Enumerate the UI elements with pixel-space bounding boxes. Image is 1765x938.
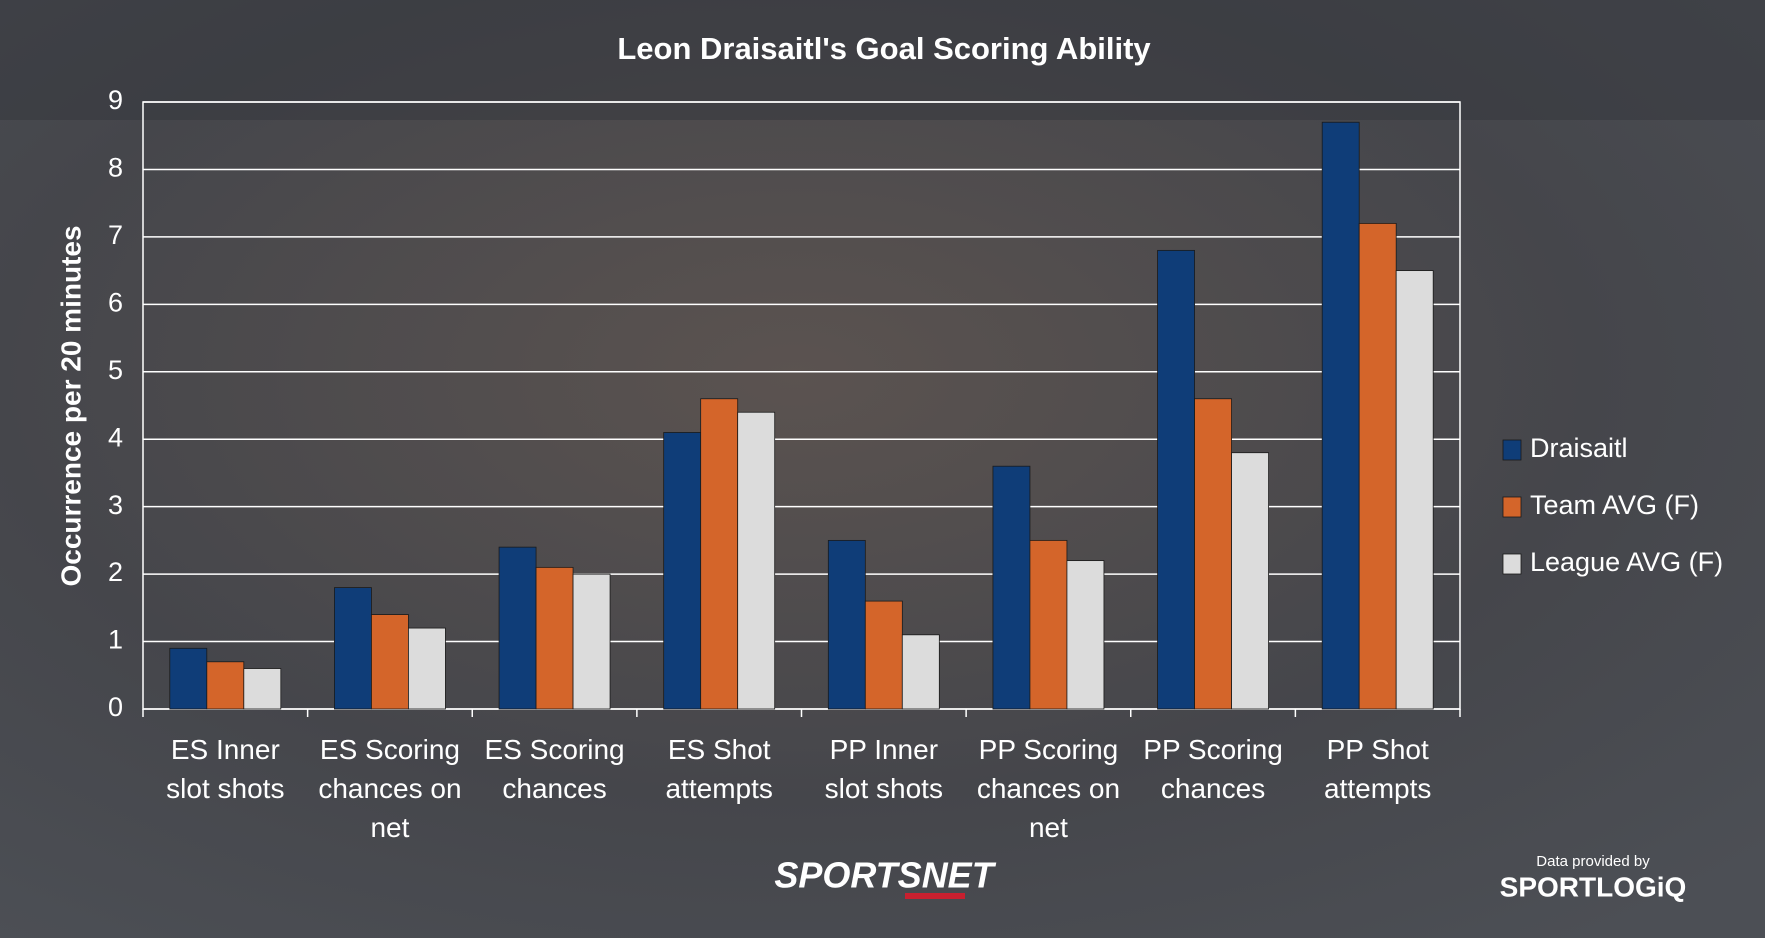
x-tick-label-line: ES Scoring bbox=[320, 734, 460, 765]
x-tick-label-line: ES Inner bbox=[171, 734, 280, 765]
legend-label: Team AVG (F) bbox=[1530, 490, 1699, 520]
x-tick-label-line: chances bbox=[1161, 773, 1265, 804]
x-tick-label-line: attempts bbox=[1324, 773, 1431, 804]
x-tick-label-line: ES Shot bbox=[668, 734, 771, 765]
bar bbox=[535, 566, 574, 710]
legend-swatch bbox=[1502, 496, 1522, 518]
y-tick-label: 9 bbox=[108, 85, 123, 115]
x-tick-label-line: net bbox=[370, 812, 409, 843]
x-tick-label-line: net bbox=[1029, 812, 1068, 843]
y-tick-label: 5 bbox=[108, 355, 123, 385]
bar bbox=[1157, 249, 1195, 710]
y-axis-label: Occurrence per 20 minutes bbox=[55, 225, 86, 586]
x-tick-label: PP Inner slot shots bbox=[825, 734, 943, 804]
bar bbox=[1395, 270, 1434, 710]
x-tick-label: ES Inner slot shots bbox=[166, 734, 284, 804]
y-tick-label: 4 bbox=[108, 422, 123, 452]
bar bbox=[901, 634, 940, 710]
bar bbox=[700, 398, 739, 710]
bar bbox=[1194, 398, 1232, 710]
bar bbox=[737, 411, 776, 710]
bar bbox=[572, 573, 611, 710]
bar bbox=[992, 465, 1031, 710]
x-tick-label: ES Shot attempts bbox=[665, 734, 772, 804]
x-tick-label-line: PP Shot bbox=[1327, 734, 1429, 765]
bar bbox=[169, 647, 208, 710]
x-tick-label-line: attempts bbox=[665, 773, 772, 804]
bar bbox=[498, 546, 537, 710]
y-tick-label: 2 bbox=[108, 557, 123, 587]
legend-label: League AVG (F) bbox=[1530, 547, 1723, 577]
legend-label: Draisaitl bbox=[1530, 433, 1628, 463]
x-tick-label: ES Scoring chances bbox=[485, 734, 625, 804]
bar bbox=[1321, 121, 1360, 710]
y-tick-label: 0 bbox=[108, 692, 123, 722]
source-logo: SPORTLOGiQ bbox=[1500, 871, 1687, 902]
logo-accent bbox=[905, 893, 965, 899]
network-logo: SPORTSNET bbox=[774, 855, 996, 896]
bar bbox=[206, 661, 245, 710]
y-tick-label: 6 bbox=[108, 287, 123, 317]
legend-swatch bbox=[1502, 553, 1522, 575]
x-tick-label-line: ES Scoring bbox=[485, 734, 625, 765]
x-tick-label-line: chances on bbox=[977, 773, 1120, 804]
source-label: Data provided by bbox=[1536, 853, 1650, 870]
background-band bbox=[0, 0, 1765, 120]
y-tick-label: 8 bbox=[108, 153, 123, 183]
bar bbox=[408, 627, 446, 710]
bar bbox=[864, 600, 903, 710]
y-tick-label: 7 bbox=[108, 220, 123, 250]
bar bbox=[1066, 560, 1105, 710]
y-tick-label: 3 bbox=[108, 490, 123, 520]
x-tick-label: ES Scoring chances on net bbox=[318, 734, 461, 843]
x-tick-label: PP Scoring chances on net bbox=[977, 734, 1120, 843]
x-tick-label-line: slot shots bbox=[166, 773, 284, 804]
bar bbox=[371, 614, 409, 710]
bar bbox=[1029, 539, 1068, 710]
x-tick-label: PP Shot attempts bbox=[1324, 734, 1431, 804]
bar bbox=[243, 668, 282, 710]
legend-swatch bbox=[1502, 439, 1522, 461]
chart-title: Leon Draisaitl's Goal Scoring Ability bbox=[617, 31, 1151, 66]
bar bbox=[1358, 222, 1397, 710]
bar bbox=[334, 587, 372, 710]
x-tick-label-line: PP Inner bbox=[830, 734, 938, 765]
y-tick-label: 1 bbox=[108, 625, 123, 655]
x-tick-label-line: PP Scoring bbox=[1143, 734, 1283, 765]
bar bbox=[663, 432, 702, 710]
bar bbox=[1231, 452, 1269, 710]
bar bbox=[827, 539, 866, 710]
x-tick-label-line: PP Scoring bbox=[979, 734, 1119, 765]
x-tick-label-line: chances bbox=[502, 773, 606, 804]
x-tick-label-line: chances on bbox=[318, 773, 461, 804]
x-tick-label: PP Scoring chances bbox=[1143, 734, 1283, 804]
x-tick-label-line: slot shots bbox=[825, 773, 943, 804]
